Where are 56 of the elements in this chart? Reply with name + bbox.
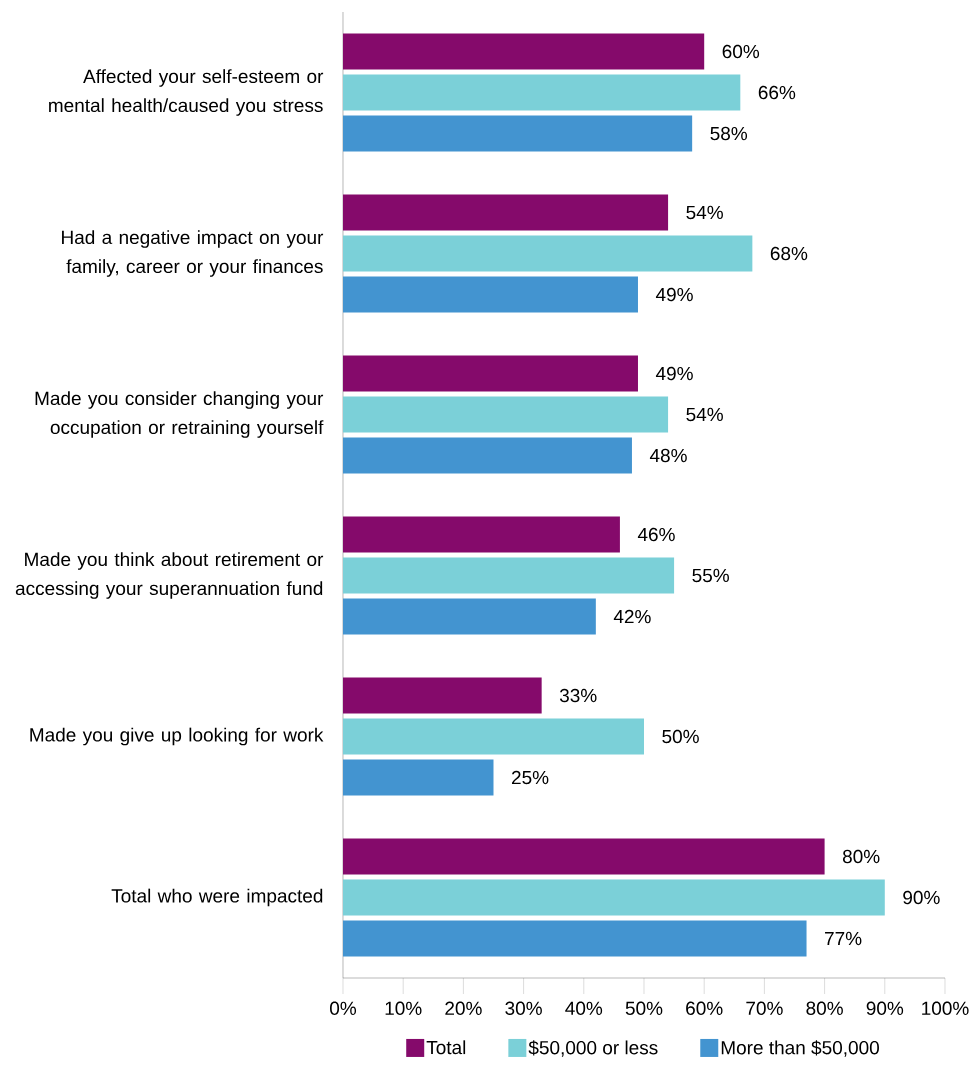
bar bbox=[343, 276, 638, 313]
bar bbox=[343, 838, 825, 875]
bar bbox=[343, 33, 705, 70]
legend-label: Total bbox=[426, 1040, 466, 1055]
data-label: 42% bbox=[613, 609, 651, 624]
bar bbox=[343, 677, 542, 714]
data-label: 48% bbox=[649, 448, 687, 463]
y-tick-label: Made you think about retirement or accessing your superannuation fund bbox=[15, 552, 324, 599]
bar bbox=[343, 879, 885, 916]
data-label: 33% bbox=[559, 688, 597, 703]
bar bbox=[343, 194, 669, 231]
data-label: 50% bbox=[662, 729, 699, 744]
x-tick-label: 80% bbox=[806, 1001, 843, 1015]
x-tick-label: 50% bbox=[625, 1001, 663, 1015]
bar bbox=[343, 516, 620, 553]
x-tick-label: 60% bbox=[686, 1001, 723, 1015]
bar bbox=[343, 598, 596, 635]
data-label: 58% bbox=[710, 126, 748, 141]
data-label: 49% bbox=[655, 287, 693, 302]
legend-label: $50,000 or less bbox=[528, 1040, 658, 1057]
data-label: 25% bbox=[511, 770, 549, 785]
x-tick-label: 40% bbox=[565, 1001, 603, 1015]
bar bbox=[343, 759, 494, 796]
legend-label: More than $50,000 bbox=[721, 1040, 879, 1057]
data-label: 49% bbox=[655, 366, 693, 381]
data-label: 54% bbox=[686, 205, 723, 220]
x-tick-label: 90% bbox=[866, 1001, 904, 1015]
x-tick-label: 70% bbox=[746, 1001, 783, 1015]
data-label: 77% bbox=[825, 931, 862, 946]
bar bbox=[343, 437, 632, 474]
data-label: 68% bbox=[770, 246, 808, 261]
bar bbox=[343, 355, 638, 392]
data-label: 80% bbox=[842, 849, 880, 864]
x-tick-label: 100% bbox=[922, 1001, 969, 1015]
x-tick-label: 30% bbox=[505, 1001, 542, 1015]
y-tick-label: Made you give up looking for work bbox=[30, 727, 324, 746]
bar bbox=[343, 74, 741, 111]
bar bbox=[343, 718, 644, 755]
x-tick-label: 10% bbox=[385, 1001, 422, 1015]
data-label: 66% bbox=[758, 85, 796, 100]
bar bbox=[343, 920, 807, 957]
data-label: 90% bbox=[903, 890, 940, 905]
y-tick-label: Made you consider changing your occupation or retraining yourself bbox=[35, 391, 324, 438]
y-tick-label: Affected your self-esteem or mental health/caused you stress bbox=[49, 69, 324, 116]
data-label: 54% bbox=[686, 407, 723, 422]
bar bbox=[343, 235, 753, 272]
y-tick-label: Total who were impacted bbox=[111, 888, 323, 907]
x-tick-label: 20% bbox=[445, 1001, 482, 1015]
bar bbox=[343, 396, 669, 433]
bar bbox=[343, 557, 675, 594]
x-tick-label: 0% bbox=[330, 1001, 357, 1015]
data-label: 46% bbox=[637, 527, 675, 542]
y-tick-label: Had a negative impact on your family, career or your finances bbox=[62, 230, 324, 277]
bar bbox=[343, 115, 693, 152]
data-label: 60% bbox=[722, 44, 760, 59]
data-label: 55% bbox=[692, 568, 729, 583]
